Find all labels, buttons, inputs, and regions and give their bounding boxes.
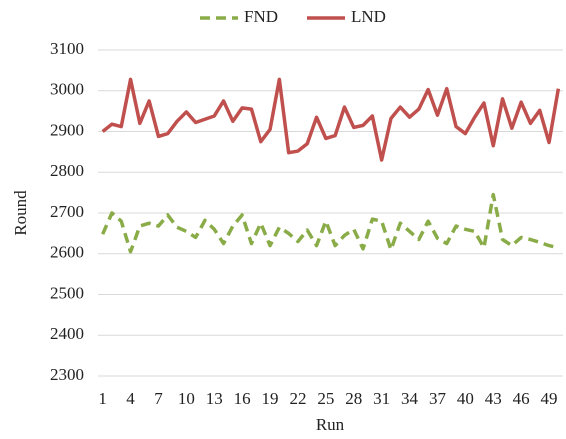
x-tick-label: 16	[234, 389, 251, 408]
y-tick-label: 2400	[50, 324, 84, 343]
x-tick-label: 43	[485, 389, 502, 408]
x-tick-label: 37	[429, 389, 447, 408]
series-line	[101, 77, 561, 162]
x-tick-label: 4	[126, 389, 135, 408]
x-tick-label: 40	[457, 389, 474, 408]
y-axis-title: Round	[11, 190, 30, 236]
x-tick-label: 46	[513, 389, 530, 408]
y-tick-label: 3100	[50, 39, 84, 58]
y-tick-label: 2500	[50, 283, 84, 302]
y-tick-label: 2600	[50, 243, 84, 262]
x-tick-label: 10	[178, 389, 195, 408]
x-tick-label: 19	[262, 389, 279, 408]
x-tick-label: 25	[317, 389, 334, 408]
x-tick-label: 22	[289, 389, 306, 408]
y-tick-label: 2700	[50, 202, 84, 221]
x-tick-label: 28	[345, 389, 362, 408]
y-tick-label: 2800	[50, 161, 84, 180]
x-tick-label: 7	[154, 389, 163, 408]
legend-label: LND	[351, 7, 386, 26]
x-tick-label: 31	[373, 389, 390, 408]
x-tick-label: 1	[98, 389, 107, 408]
x-tick-label: 13	[206, 389, 223, 408]
x-axis-title: Run	[316, 415, 345, 434]
series-line	[101, 192, 559, 254]
x-tick-label: 49	[541, 389, 558, 408]
y-tick-label: 3000	[50, 80, 84, 99]
y-tick-label: 2300	[50, 365, 84, 384]
y-tick-label: 2900	[50, 120, 84, 139]
legend-label: FND	[244, 7, 278, 26]
x-tick-label: 34	[401, 389, 419, 408]
